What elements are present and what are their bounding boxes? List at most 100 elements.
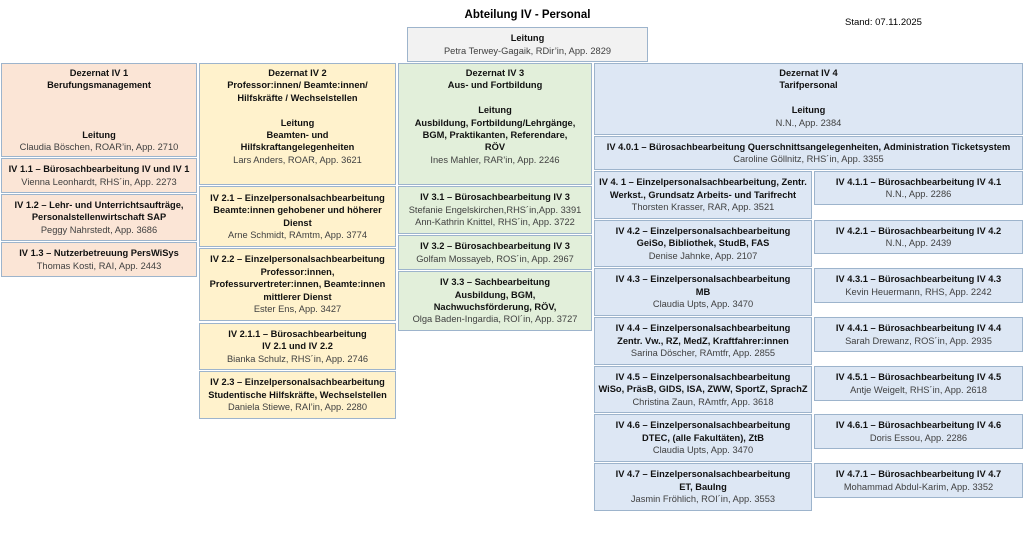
org-box-iv-2-2: IV 2.2 – Einzelpersonalsachbearbeitung Pr… bbox=[199, 248, 396, 321]
box-heading-line: Professor:innen/ Beamte:innen/ bbox=[227, 80, 368, 91]
box-person-line: Christina Zaun, RAmtfr, App. 3618 bbox=[632, 396, 774, 407]
box-person-line: Doris Essou, App. 2286 bbox=[869, 432, 968, 443]
box-heading-line: IV 2.3 – Einzelpersonalsachbearbeitung bbox=[210, 377, 385, 388]
box-person-line: Ester Ens, App. 3427 bbox=[253, 304, 342, 315]
box-heading-line: mittlerer Dienst bbox=[263, 291, 332, 302]
box-person-line: Bianka Schulz, RHS´in, App. 2746 bbox=[226, 353, 369, 364]
org-box-iv-3-1: IV 3.1 – Bürosachbearbeitung IV 3 Stefani… bbox=[398, 186, 592, 234]
box-person-line: Daniela Stiewe, RAI’in, App. 2280 bbox=[227, 402, 368, 413]
org-box-iv-4-3: IV 4.3 – Einzelpersonalsachbearbeitung MB… bbox=[594, 268, 812, 316]
box-heading-line: ET, BauIng bbox=[679, 481, 727, 492]
box-heading-line: IV 4.5.1 – Bürosachbearbeitung IV 4.5 bbox=[835, 372, 1002, 383]
box-person-line: Lars Anders, ROAR, App. 3621 bbox=[233, 154, 362, 165]
box-heading-line: IV 4.4 – Einzelpersonalsachbearbeitung bbox=[615, 323, 791, 334]
box-person-line: Peggy Nahrstedt, App. 3686 bbox=[40, 224, 158, 235]
box-person-line: Claudia Upts, App. 3470 bbox=[652, 299, 754, 310]
box-heading-line: IV 4.2 – Einzelpersonalsachbearbeitung bbox=[615, 225, 791, 236]
box-heading-line: Studentische Hilfskräfte, Wechselstellen bbox=[208, 389, 387, 400]
box-person-line: Arne Schmidt, RAmtm, App. 3774 bbox=[228, 229, 367, 240]
box-heading-line: IV 1.3 – Nutzerbetreuung PersWiSys bbox=[19, 248, 179, 259]
box-heading-line: IV 4.6 – Einzelpersonalsachbearbeitung bbox=[615, 420, 791, 431]
box-person-line: Thorsten Krasser, RAR, App. 3521 bbox=[631, 202, 775, 213]
box-person-line: Vienna Leonhardt, RHS´in, App. 2273 bbox=[21, 176, 177, 187]
box-person-line: Sarina Döscher, RAmtfr, App. 2855 bbox=[630, 348, 776, 359]
org-box-iv-4-2: IV 4.2 – Einzelpersonalsachbearbeitung Ge… bbox=[594, 220, 812, 267]
box-heading-line: Werkst., Grundsatz Arbeits- und Tarifrec… bbox=[609, 189, 797, 200]
box-heading-line: IV 4.0.1 – Bürosachbearbeitung Querschni… bbox=[606, 141, 1011, 152]
box-person-line: Claudia Upts, App. 3470 bbox=[652, 445, 754, 456]
box-heading-line: IV 4.3.1 – Bürosachbearbeitung IV 4.3 bbox=[835, 274, 1002, 285]
box-heading-line: IV 2.2 – Einzelpersonalsachbearbeitung bbox=[210, 254, 385, 265]
box-heading-line: Personalstellenwirtschaft SAP bbox=[31, 212, 167, 223]
box-person-line: N.N., App. 2384 bbox=[775, 117, 842, 128]
box-heading-line: Berufungsmanagement bbox=[47, 80, 151, 91]
box-person-line: Antje Weigelt, RHS´in, App. 2618 bbox=[850, 384, 987, 395]
box-heading-line: MB bbox=[695, 286, 711, 297]
box-heading-line: IV 3.2 – Bürosachbearbeitung IV 3 bbox=[420, 241, 570, 252]
box-person-line: Golfam Mossayeb, ROS´in, App. 2967 bbox=[416, 253, 574, 264]
org-box-iv-1-3: IV 1.3 – Nutzerbetreuung PersWiSys Thomas… bbox=[1, 242, 197, 277]
box-heading-line: IV 2.1.1 – Bürosachbearbeitung bbox=[228, 328, 367, 339]
org-box-iv-4-4: IV 4.4 – Einzelpersonalsachbearbeitung Ze… bbox=[594, 317, 812, 365]
box-person-line: Thomas Kosti, RAI, App. 2443 bbox=[36, 260, 162, 271]
box-heading-line: Dezernat IV 4 bbox=[779, 68, 838, 78]
chart-title: Abteilung IV - Personal bbox=[464, 9, 591, 21]
box-heading-line: IV 3.1 – Bürosachbearbeitung IV 3 bbox=[420, 192, 570, 203]
box-person-line: N.N., App. 2286 bbox=[885, 189, 952, 199]
box-heading-line: BGM, Praktikanten, Referendare, bbox=[422, 130, 568, 141]
stand-date: Stand: 07.11.2025 bbox=[845, 17, 922, 28]
box-heading-line: IV 1.2 – Lehr- und Unterrichtsaufträge, bbox=[14, 199, 184, 210]
org-box-dezernat-iv-3: Dezernat IV 3 Aus- und Fortbildung Leitung… bbox=[398, 63, 592, 185]
box-heading-line: IV 4.1.1 – Bürosachbearbeitung IV 4.1 bbox=[835, 176, 1002, 187]
box-person-line: Denise Jahnke, App. 2107 bbox=[648, 250, 758, 261]
box-person-line: Olga Baden-Ingardia, ROI´in, App. 3727 bbox=[412, 314, 578, 325]
box-heading-line: RÖV bbox=[484, 142, 506, 153]
org-box-iv-4-3-1: IV 4.3.1 – Bürosachbearbeitung IV 4.3 Kev… bbox=[814, 268, 1023, 303]
box-person-line: Stefanie Engelskirchen,RHS´in,App. 3391 bbox=[408, 204, 582, 215]
box-heading-line: IV 2.1 und IV 2.2 bbox=[262, 341, 333, 352]
org-box-leitung: Leitung Petra Terwey-Gagaik, RDir’in, App… bbox=[407, 27, 648, 62]
box-person-line: N.N., App. 2439 bbox=[885, 238, 952, 248]
org-box-iv-3-2: IV 3.2 – Bürosachbearbeitung IV 3 Golfam … bbox=[398, 235, 592, 270]
box-heading-line: IV 4.6.1 – Bürosachbearbeitung IV 4.6 bbox=[835, 420, 1002, 431]
box-person-line: Claudia Böschen, ROAR’in, App. 2710 bbox=[19, 142, 179, 153]
org-box-iv-4-2-1: IV 4.2.1 – Bürosachbearbeitung IV 4.2 N.N… bbox=[814, 220, 1023, 254]
box-heading-line: IV 4.5 – Einzelpersonalsachbearbeitung bbox=[615, 371, 791, 382]
box-heading-line: Beamte:innen gehobener und höherer bbox=[213, 205, 382, 216]
box-heading-line: Professurvertreter:innen, Beamte:innen bbox=[209, 279, 386, 290]
box-heading-line: IV 4.2.1 – Bürosachbearbeitung IV 4.2 bbox=[835, 225, 1002, 236]
org-box-iv-4-7: IV 4.7 – Einzelpersonalsachbearbeitung ET… bbox=[594, 463, 812, 511]
org-box-iv-4-0-1: IV 4.0.1 – Bürosachbearbeitung Querschni… bbox=[594, 136, 1023, 170]
org-box-iv-1-2: IV 1.2 – Lehr- und Unterrichtsaufträge, P… bbox=[1, 194, 197, 241]
org-box-iv-2-1: IV 2.1 – Einzelpersonalsachbearbeitung Be… bbox=[199, 186, 396, 247]
org-box-iv-4-7-1: IV 4.7.1 – Bürosachbearbeitung IV 4.7 Moh… bbox=[814, 463, 1023, 498]
box-heading-line: Tarifpersonal bbox=[779, 80, 838, 91]
org-box-iv-2-1-1: IV 2.1.1 – Bürosachbearbeitung IV 2.1 und… bbox=[199, 323, 396, 370]
box-heading-line: Nachwuchsförderung, RÖV, bbox=[433, 302, 557, 312]
box-heading-line: Leitung bbox=[82, 129, 116, 140]
box-person-line: Kevin Heuermann, RHS, App. 2242 bbox=[845, 286, 992, 297]
box-heading-line: Dezernat IV 1 bbox=[69, 68, 129, 78]
box-heading-line: Dezernat IV 2 bbox=[268, 68, 327, 78]
box-person-line: Petra Terwey-Gagaik, RDir’in, App. 2829 bbox=[443, 45, 612, 56]
box-heading-line: DTEC, (alle Fakultäten), ZtB bbox=[642, 432, 764, 443]
box-person-line: Caroline Göllnitz, RHS´in, App. 3355 bbox=[733, 154, 884, 164]
org-box-iv-3-3: IV 3.3 – Sachbearbeitung Ausbildung, BGM,… bbox=[398, 271, 592, 331]
box-heading-line: Ausbildung, Fortbildung/Lehrgänge, bbox=[414, 117, 576, 128]
box-heading-line: Hilfskraftangelegenheiten bbox=[240, 142, 355, 153]
box-person-line: Ann-Kathrin Knittel, RHS´in, App. 3722 bbox=[415, 217, 575, 228]
box-heading-line: IV 2.1 – Einzelpersonalsachbearbeitung bbox=[210, 192, 385, 203]
org-box-iv-4-5: IV 4.5 – Einzelpersonalsachbearbeitung Wi… bbox=[594, 366, 812, 413]
box-person-line: Sarah Drewanz, ROS´in, App. 2935 bbox=[845, 335, 992, 346]
org-box-iv-4-6-1: IV 4.6.1 – Bürosachbearbeitung IV 4.6 Dor… bbox=[814, 414, 1023, 449]
box-heading-line: Leitung bbox=[280, 117, 315, 128]
box-heading-line: IV 4. 1 – Einzelpersonalsachbearbeitung,… bbox=[599, 177, 807, 188]
box-heading-line: IV 1.1 – Bürosachbearbeitung IV und IV 1 bbox=[8, 164, 190, 175]
org-box-iv-4-4-1: IV 4.4.1 – Bürosachbearbeitung IV 4.4 Sar… bbox=[814, 317, 1023, 352]
org-box-iv-4-1: IV 4. 1 – Einzelpersonalsachbearbeitung,… bbox=[594, 171, 812, 219]
box-heading-line: GeiSo, Bibliothek, StudB, FAS bbox=[636, 238, 770, 249]
org-box-iv-4-1-1: IV 4.1.1 – Bürosachbearbeitung IV 4.1 N.N… bbox=[814, 171, 1023, 205]
box-heading-line: Leitung bbox=[510, 33, 545, 44]
box-heading-line: IV 4.3 – Einzelpersonalsachbearbeitung bbox=[615, 274, 791, 285]
box-heading-line: Dienst bbox=[283, 217, 312, 228]
